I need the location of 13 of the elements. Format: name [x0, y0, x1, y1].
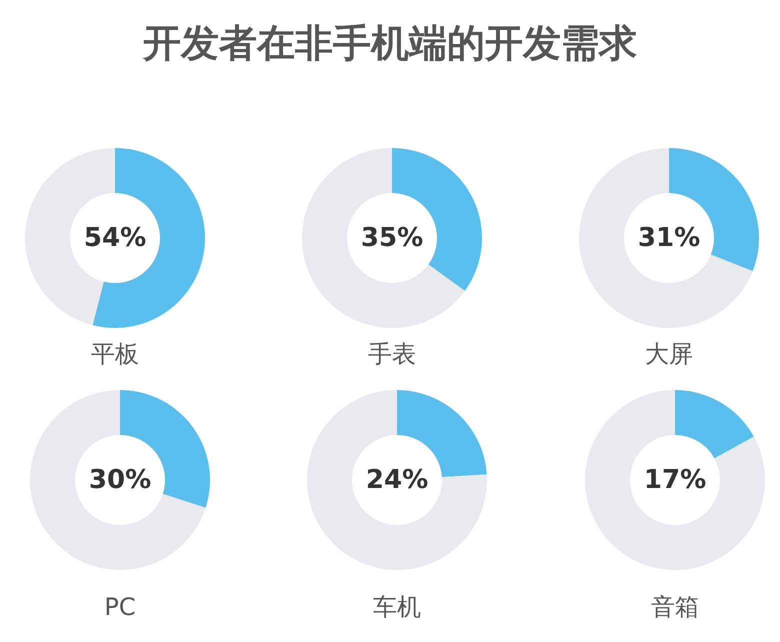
text: PC: [104, 593, 136, 621]
data-label: 31%: [638, 223, 700, 253]
data-label: 35%: [360, 223, 424, 253]
text: 手表: [368, 340, 416, 368]
text: 车机: [373, 593, 421, 621]
text: 大屏: [645, 340, 693, 368]
data-label: 24%: [366, 465, 428, 495]
text: 音箱: [651, 593, 699, 621]
text: 开发者在非手机端的开发需求: [142, 20, 638, 67]
data-label: 30%: [88, 465, 152, 495]
text: 平板: [91, 340, 139, 368]
data-label: 17%: [644, 465, 706, 495]
data-label: 54%: [84, 223, 146, 253]
